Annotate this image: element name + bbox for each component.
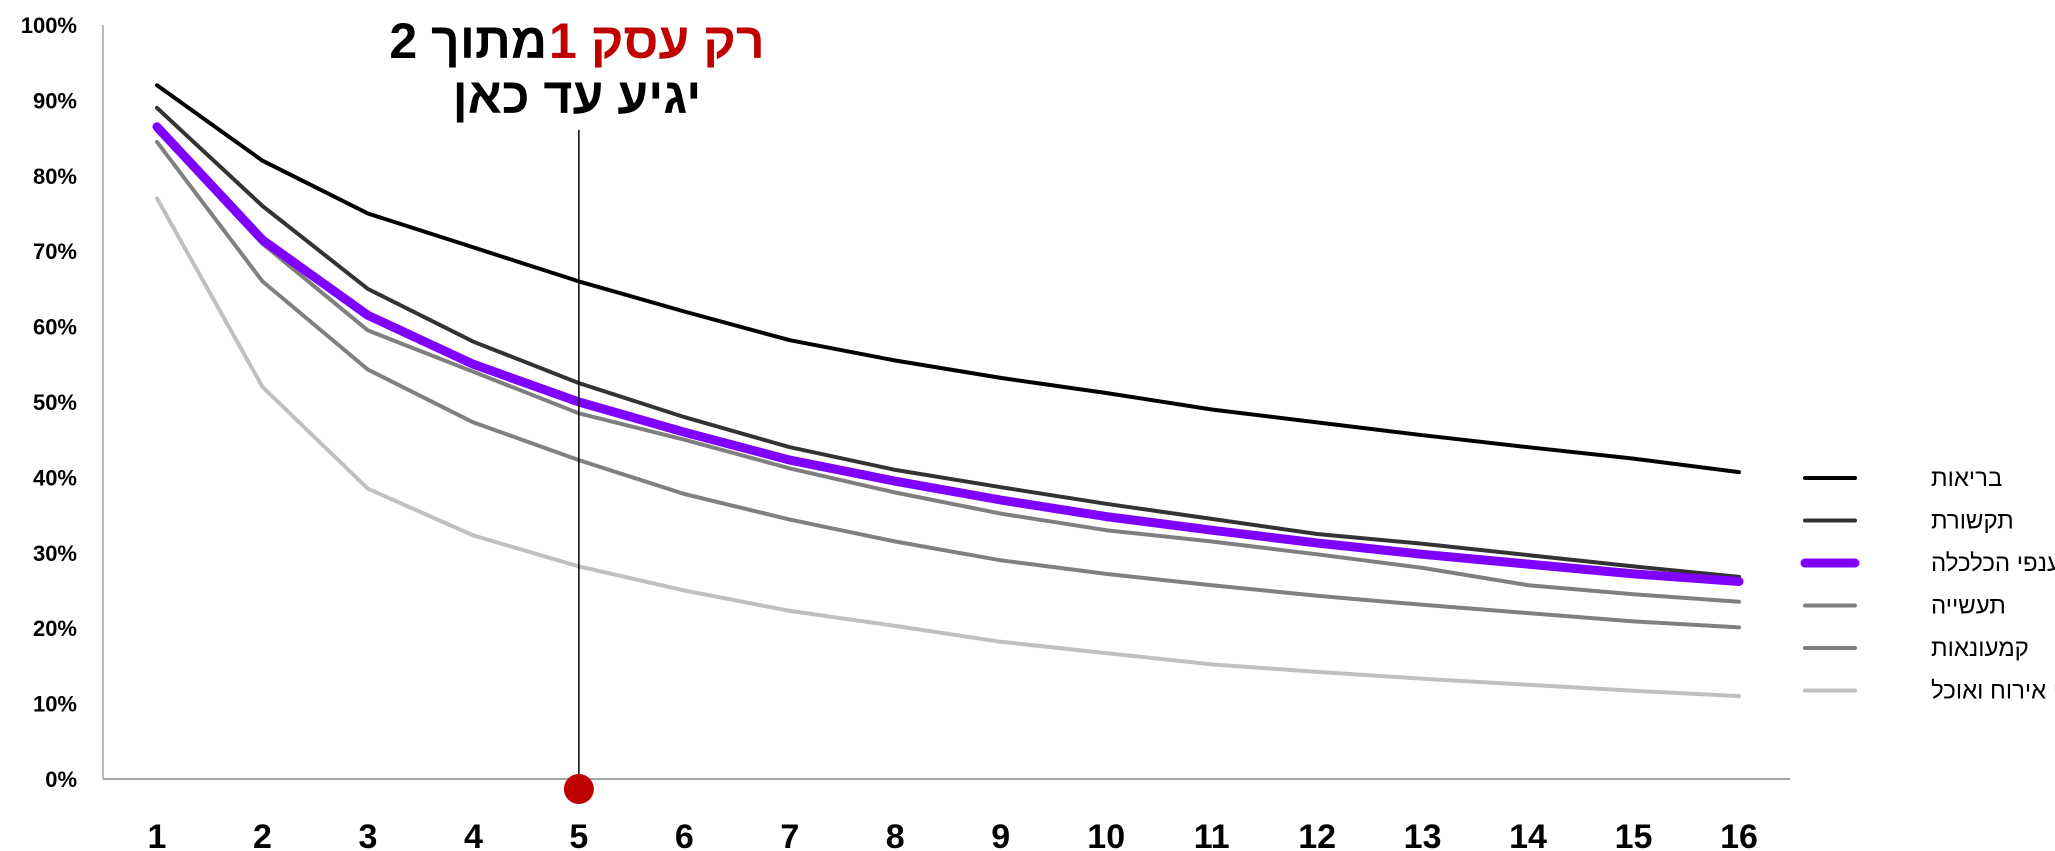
x-tick-label: 11 [1194, 818, 1230, 851]
annotation-line-2: יגיע עד כאן [453, 68, 702, 124]
legend-label: תעשייה [1931, 593, 2006, 620]
annotation-marker-dot [563, 774, 594, 804]
series-line [155, 139, 1741, 630]
series-lines [152, 83, 1744, 699]
legend-label: קמעונאות [1931, 635, 2029, 662]
x-tick-label: 14 [1509, 818, 1547, 851]
x-tick-label: 10 [1087, 818, 1125, 851]
annotation-highlight-text: רק עסק 1 [549, 13, 765, 69]
annotation: רק עסק 1 מתוך 2 יגיע עד כאן [389, 13, 765, 804]
y-tick-label: 60% [33, 315, 77, 340]
x-tick-label: 16 [1720, 818, 1758, 851]
y-tick-label: 100% [21, 13, 77, 38]
y-tick-label: 50% [33, 390, 77, 415]
legend: בריאות תקשורת כלל ענפי הכלכלה תעשייה קמעונאו… [1800, 465, 2055, 705]
y-tick-label: 20% [33, 616, 77, 641]
y-tick-label: 10% [33, 692, 77, 717]
x-tick-label: 4 [464, 818, 483, 851]
x-tick-label: 12 [1298, 818, 1336, 851]
legend-label: תקשורת [1931, 508, 2014, 535]
x-tick-label: 2 [253, 818, 272, 851]
x-axis-ticks: 1 2 3 4 5 6 7 8 9 10 11 12 13 14 15 16 [148, 818, 1758, 851]
legend-label: שירותי אירוח ואוכל [1931, 678, 2055, 705]
x-tick-label: 6 [675, 818, 694, 851]
y-tick-label: 70% [33, 239, 77, 264]
x-tick-label: 9 [991, 818, 1010, 851]
y-tick-label: 90% [33, 88, 77, 113]
x-tick-label: 1 [148, 818, 167, 851]
y-tick-label: 80% [33, 164, 77, 189]
legend-label: בריאות [1931, 465, 2002, 492]
y-tick-label: 30% [33, 541, 77, 566]
series-line [155, 83, 1741, 475]
annotation-rest-text: מתוך 2 [389, 13, 547, 69]
annotation-line-1: רק עסק 1 מתוך 2 [389, 13, 764, 69]
x-tick-label: 15 [1615, 818, 1653, 851]
x-tick-label: 7 [780, 818, 799, 851]
series-line [152, 122, 1744, 586]
x-tick-label: 5 [569, 818, 588, 851]
series-line [155, 105, 1741, 579]
y-tick-label: 0% [45, 767, 77, 792]
x-tick-label: 8 [886, 818, 905, 851]
y-axis-ticks: 0% 10% 20% 30% 40% 50% 60% 70% 80% 90% 100% [21, 13, 77, 792]
x-tick-label: 3 [358, 818, 377, 851]
legend-label: כלל ענפי הכלכלה [1931, 550, 2055, 577]
series-line [155, 196, 1741, 699]
y-tick-label: 40% [33, 465, 77, 490]
series-line [155, 128, 1741, 604]
x-tick-label: 13 [1404, 818, 1442, 851]
